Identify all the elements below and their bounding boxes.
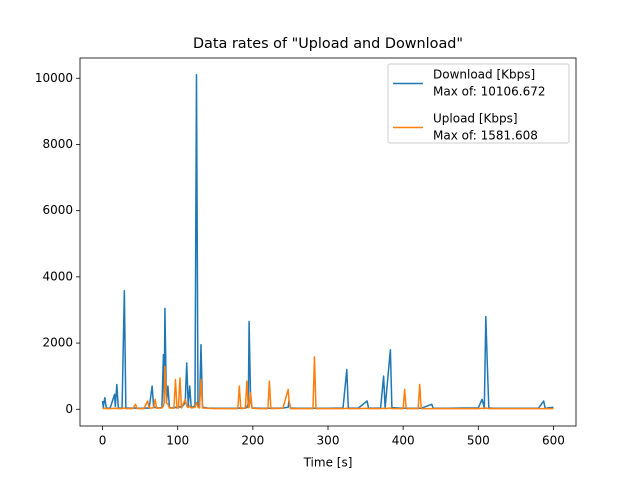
data-line xyxy=(102,356,554,410)
x-tick-label: 500 xyxy=(467,434,490,448)
x-tick-label: 300 xyxy=(317,434,340,448)
y-tick-label: 10000 xyxy=(35,71,73,85)
y-tick-label: 4000 xyxy=(42,269,73,283)
y-tick-label: 8000 xyxy=(42,137,73,151)
axes-frame xyxy=(79,57,577,427)
y-tick-label: 6000 xyxy=(42,203,73,217)
chart-title: Data rates of "Upload and Download" xyxy=(193,36,463,52)
y-tick-label: 0 xyxy=(65,402,73,416)
legend-box xyxy=(387,63,570,144)
x-tick-label: 400 xyxy=(392,434,415,448)
legend-note: Max of: 1581.608 xyxy=(433,129,538,143)
legend-label: Download [Kbps] xyxy=(433,68,535,82)
y-tick-label: 2000 xyxy=(42,336,73,350)
legend-label: Upload [Kbps] xyxy=(433,112,518,126)
legend-note: Max of: 10106.672 xyxy=(433,85,546,99)
x-tick-label: 100 xyxy=(166,434,189,448)
x-axis-label: Time [s] xyxy=(303,456,353,470)
x-tick-label: 200 xyxy=(241,434,264,448)
x-tick-label: 0 xyxy=(99,434,107,448)
x-tick-label: 600 xyxy=(542,434,565,448)
